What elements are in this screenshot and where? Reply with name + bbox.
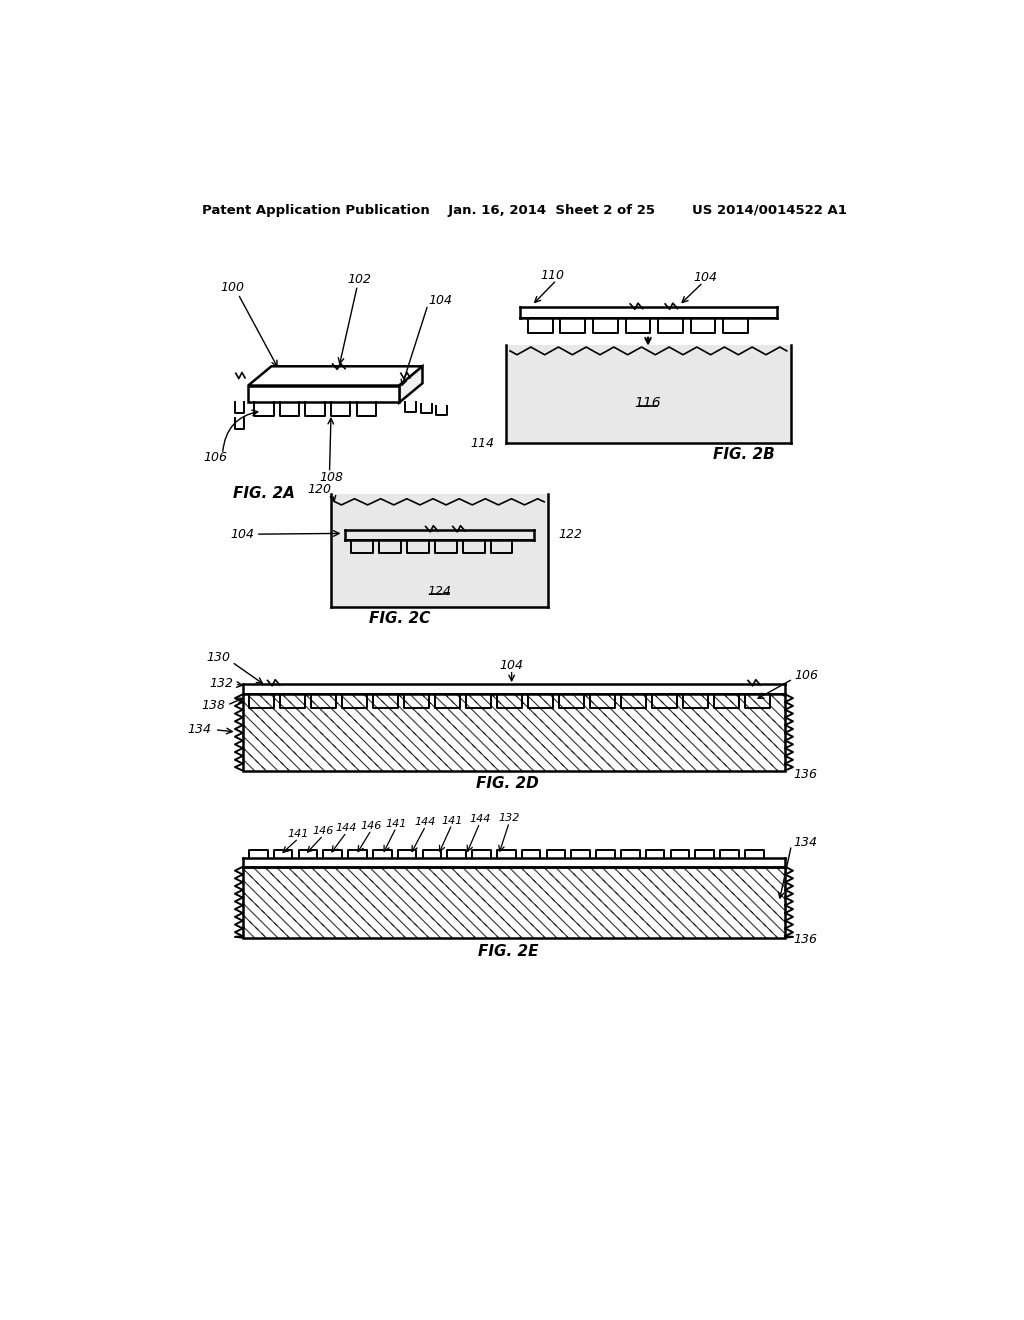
- Text: 120: 120: [308, 483, 332, 496]
- Bar: [243, 867, 785, 937]
- Text: 134: 134: [187, 723, 212, 737]
- Bar: [506, 345, 791, 444]
- Text: 110: 110: [541, 269, 564, 282]
- Text: 138: 138: [202, 698, 225, 711]
- Text: 100: 100: [220, 281, 245, 294]
- Text: 141: 141: [385, 818, 407, 829]
- Text: FIG. 2B: FIG. 2B: [713, 447, 775, 462]
- Text: FIG. 2E: FIG. 2E: [477, 944, 538, 960]
- Text: 104: 104: [500, 659, 523, 672]
- Text: 108: 108: [319, 471, 343, 484]
- Text: 132: 132: [209, 677, 233, 690]
- Text: 144: 144: [415, 817, 436, 828]
- Text: 144: 144: [336, 824, 357, 833]
- Text: 106: 106: [204, 450, 227, 463]
- Text: 102: 102: [347, 273, 371, 286]
- Text: 146: 146: [360, 821, 382, 832]
- Text: 104: 104: [693, 271, 718, 284]
- Polygon shape: [248, 385, 399, 403]
- Text: FIG. 2A: FIG. 2A: [232, 486, 295, 500]
- Text: FIG. 2D: FIG. 2D: [476, 776, 539, 791]
- Text: 104: 104: [429, 294, 453, 308]
- Text: 106: 106: [795, 669, 818, 682]
- Text: 132: 132: [499, 813, 520, 824]
- Text: Patent Application Publication    Jan. 16, 2014  Sheet 2 of 25        US 2014/00: Patent Application Publication Jan. 16, …: [203, 205, 847, 218]
- Polygon shape: [248, 367, 423, 385]
- Text: 116: 116: [635, 396, 662, 411]
- Bar: [243, 694, 785, 771]
- Polygon shape: [399, 367, 423, 403]
- Text: 136: 136: [793, 933, 817, 946]
- Text: 114: 114: [471, 437, 495, 450]
- Text: 136: 136: [793, 768, 817, 781]
- Text: 141: 141: [441, 816, 463, 825]
- Bar: [331, 494, 548, 607]
- Text: 134: 134: [793, 836, 817, 849]
- Text: 124: 124: [428, 585, 452, 598]
- Text: FIG. 2C: FIG. 2C: [369, 611, 430, 627]
- Text: 146: 146: [312, 826, 334, 837]
- Text: 104: 104: [230, 528, 255, 541]
- Text: 141: 141: [288, 829, 309, 840]
- Text: 122: 122: [558, 528, 582, 541]
- Text: 130: 130: [206, 651, 230, 664]
- Text: 144: 144: [469, 814, 490, 824]
